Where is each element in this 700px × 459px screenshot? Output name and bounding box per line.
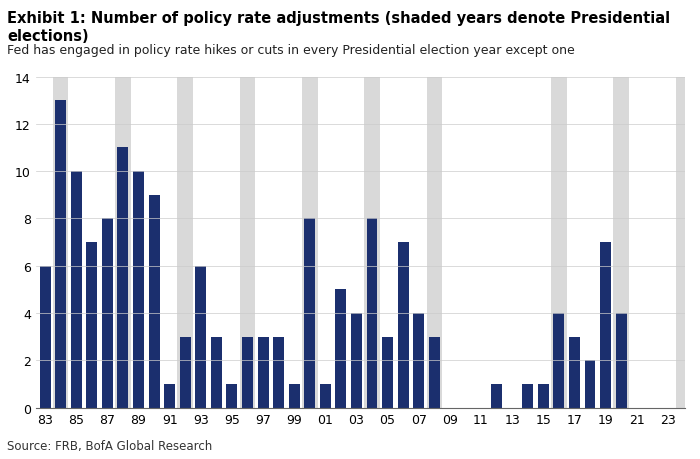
Bar xyxy=(133,172,144,408)
Bar xyxy=(398,243,409,408)
Bar xyxy=(551,77,567,408)
Bar xyxy=(491,384,502,408)
Bar xyxy=(180,337,190,408)
Text: Fed has engaged in policy rate hikes or cuts in every Presidential election year: Fed has engaged in policy rate hikes or … xyxy=(7,44,575,56)
Bar xyxy=(211,337,222,408)
Bar xyxy=(351,313,362,408)
Bar xyxy=(40,266,50,408)
Bar xyxy=(148,196,160,408)
Bar xyxy=(102,219,113,408)
Text: Exhibit 1: Number of policy rate adjustments (shaded years denote Presidential e: Exhibit 1: Number of policy rate adjustm… xyxy=(7,11,670,44)
Bar xyxy=(569,337,580,408)
Bar xyxy=(227,384,237,408)
Bar xyxy=(53,77,69,408)
Bar xyxy=(613,77,629,408)
Bar xyxy=(538,384,549,408)
Bar xyxy=(242,337,253,408)
Bar xyxy=(288,384,300,408)
Bar xyxy=(273,337,284,408)
Bar xyxy=(426,77,442,408)
Bar xyxy=(239,77,255,408)
Text: Source: FRB, BofA Global Research: Source: FRB, BofA Global Research xyxy=(7,439,212,452)
Bar xyxy=(177,77,193,408)
Bar xyxy=(554,313,564,408)
Bar xyxy=(118,148,128,408)
Bar xyxy=(164,384,175,408)
Bar xyxy=(382,337,393,408)
Bar xyxy=(676,77,691,408)
Bar xyxy=(71,172,82,408)
Bar xyxy=(600,243,611,408)
Bar xyxy=(195,266,206,408)
Bar xyxy=(115,77,131,408)
Bar xyxy=(304,219,315,408)
Bar xyxy=(364,77,380,408)
Bar xyxy=(616,313,626,408)
Bar xyxy=(522,384,533,408)
Bar xyxy=(302,77,318,408)
Bar xyxy=(55,101,66,408)
Bar xyxy=(335,290,346,408)
Bar xyxy=(367,219,377,408)
Bar xyxy=(429,337,440,408)
Bar xyxy=(584,361,596,408)
Bar xyxy=(86,243,97,408)
Bar xyxy=(413,313,424,408)
Bar xyxy=(258,337,269,408)
Bar xyxy=(320,384,331,408)
